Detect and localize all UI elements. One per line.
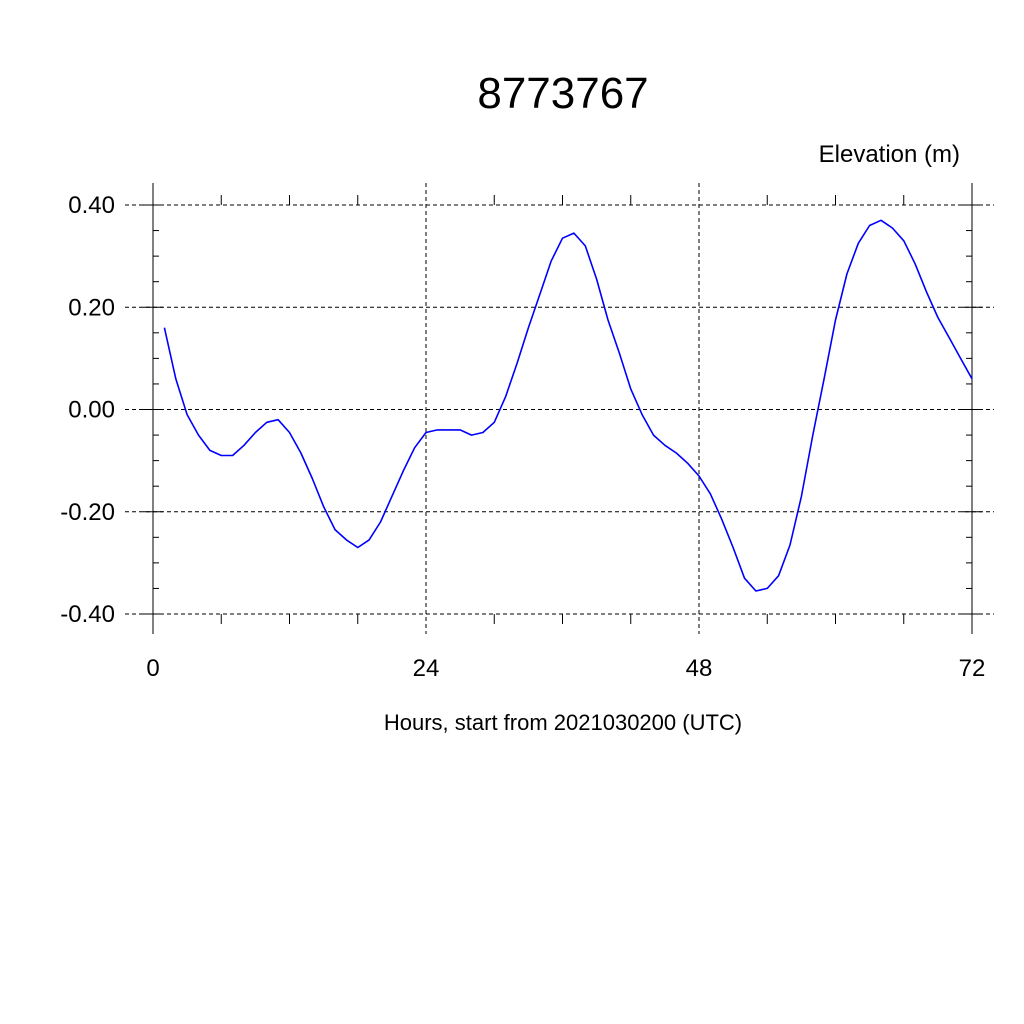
- x-tick-label: 48: [686, 655, 713, 682]
- chart-title: 8773767: [477, 69, 648, 118]
- y-tick-label: 0.40: [68, 192, 115, 219]
- y-tick-label: 0.20: [68, 294, 115, 321]
- x-axis-label: Hours, start from 2021030200 (UTC): [384, 710, 742, 735]
- ticks: [143, 195, 982, 624]
- x-tick-label: 0: [146, 655, 159, 682]
- elevation-line: [163, 219, 973, 592]
- y-tick-label: -0.20: [60, 499, 115, 526]
- tick-labels: 0.40 0.20 0.00 -0.20 -0.40 0 24 48 72: [60, 192, 985, 682]
- axes: [152, 183, 973, 634]
- y-axis-label: Elevation (m): [819, 141, 960, 168]
- y-tick-label: 0.00: [68, 397, 115, 424]
- series: [163, 219, 973, 592]
- x-tick-label: 72: [959, 655, 986, 682]
- x-tick-label: 24: [413, 655, 440, 682]
- grid: [125, 183, 994, 634]
- y-tick-label: -0.40: [60, 601, 115, 628]
